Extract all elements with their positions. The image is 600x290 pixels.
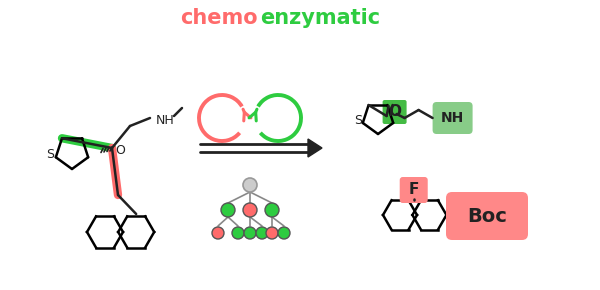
FancyBboxPatch shape (433, 102, 473, 134)
Text: S: S (46, 148, 54, 160)
Text: S: S (354, 113, 362, 126)
FancyBboxPatch shape (446, 192, 528, 240)
Text: NH: NH (441, 111, 464, 125)
Text: Boc: Boc (467, 206, 507, 226)
Text: chemo: chemo (181, 8, 258, 28)
FancyBboxPatch shape (383, 100, 407, 124)
Polygon shape (308, 139, 322, 157)
Circle shape (244, 227, 256, 239)
Text: enzymatic: enzymatic (260, 8, 380, 28)
Circle shape (221, 203, 235, 217)
Circle shape (212, 227, 224, 239)
Circle shape (278, 227, 290, 239)
FancyBboxPatch shape (400, 177, 428, 203)
Circle shape (256, 227, 268, 239)
Circle shape (266, 227, 278, 239)
Text: O: O (388, 104, 401, 119)
Text: O: O (115, 144, 125, 157)
Text: NH: NH (156, 113, 175, 126)
Circle shape (232, 227, 244, 239)
Circle shape (243, 178, 257, 192)
Circle shape (243, 203, 257, 217)
Text: F: F (409, 182, 419, 197)
Circle shape (265, 203, 279, 217)
